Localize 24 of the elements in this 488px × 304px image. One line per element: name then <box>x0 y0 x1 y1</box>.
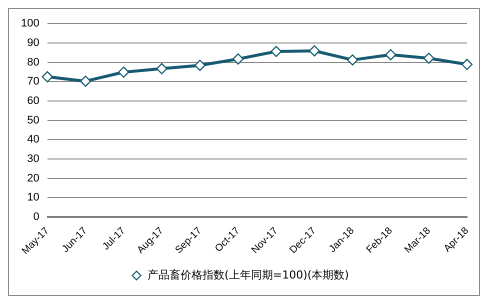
point <box>270 46 282 58</box>
point <box>461 58 473 70</box>
y-tick-label: 10 <box>27 192 40 204</box>
point <box>308 45 320 56</box>
y-tick-label: 50 <box>27 114 40 126</box>
y-tick-label: 20 <box>27 172 40 184</box>
point <box>42 71 53 82</box>
point <box>194 60 206 71</box>
y-tick-label: 40 <box>27 134 40 146</box>
y-tick-label: 90 <box>27 36 40 49</box>
legend-label: 产品畜价格指数(上年同期=100)(本期数) <box>148 268 349 282</box>
y-tick-label: 0 <box>33 210 40 223</box>
y-tick-label: 70 <box>27 76 40 88</box>
y-tick-label: 80 <box>27 56 40 68</box>
y-tick-label: 30 <box>27 152 40 165</box>
y-tick-label: 100 <box>20 18 40 30</box>
y-tick-label: 60 <box>27 94 40 107</box>
point <box>118 66 130 78</box>
point <box>385 49 396 60</box>
point <box>232 53 244 65</box>
point <box>156 63 168 74</box>
point <box>423 52 434 64</box>
point <box>80 76 92 87</box>
point <box>346 54 358 66</box>
